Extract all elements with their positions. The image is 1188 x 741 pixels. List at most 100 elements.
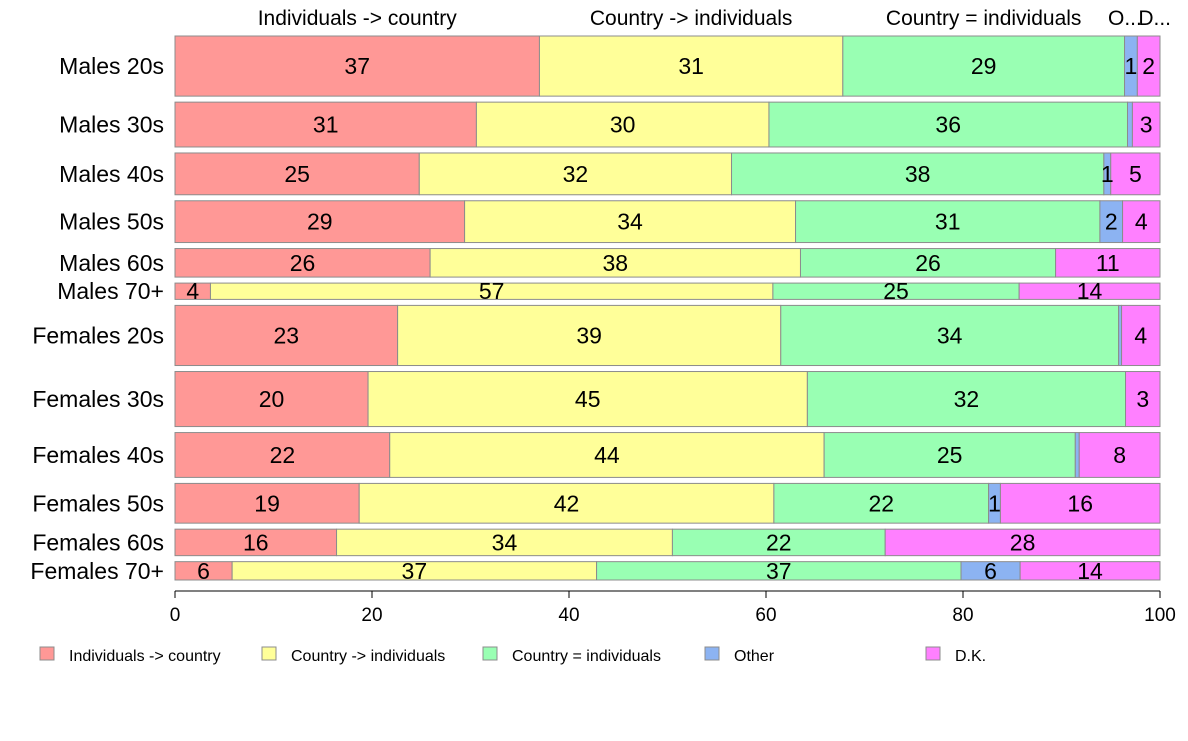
- bar-segment: [174, 248, 431, 278]
- bar-segment: [1019, 561, 1161, 581]
- bar-segment: [1126, 101, 1133, 148]
- data-label: 28: [1010, 529, 1036, 555]
- category-label: Males 50s: [59, 209, 164, 235]
- category-label: Males 20s: [59, 53, 164, 79]
- legend-swatch: [39, 646, 55, 661]
- x-tick-label: 60: [755, 605, 776, 626]
- bar-segment: [174, 304, 399, 367]
- data-label: 36: [935, 112, 961, 138]
- data-label: 25: [883, 278, 909, 304]
- column-label: D...: [1138, 7, 1171, 30]
- legend-label: Country = individuals: [512, 648, 661, 665]
- bar-segment: [823, 432, 1076, 478]
- bar-segment: [174, 152, 420, 196]
- data-label: 37: [766, 558, 792, 584]
- bar-segment: [768, 101, 1128, 148]
- data-label: 5: [1129, 161, 1142, 187]
- data-label: 6: [984, 558, 997, 584]
- bar-segment: [174, 35, 540, 97]
- x-axis: 0 20 40 60 80 100: [170, 590, 1176, 626]
- data-label: 4: [1134, 322, 1147, 348]
- data-label: 3: [1140, 112, 1153, 138]
- data-label: 38: [602, 250, 628, 276]
- bar-row: 22 44 25 8 Females 40s: [32, 432, 1161, 478]
- data-label: 16: [243, 529, 269, 555]
- bar-segment: [397, 304, 782, 367]
- bar-segment: [174, 528, 338, 557]
- bar-segment: [1122, 200, 1161, 244]
- data-label: 8: [1113, 442, 1126, 468]
- data-label: 23: [274, 322, 300, 348]
- data-label: 31: [935, 209, 961, 235]
- bar-segment: [389, 432, 825, 478]
- legend-swatch: [704, 646, 720, 661]
- bar-segment: [731, 152, 1105, 196]
- category-label: Females 70+: [30, 558, 164, 584]
- bar-segment: [464, 200, 797, 244]
- data-label: 14: [1077, 278, 1103, 304]
- data-label: 26: [915, 250, 941, 276]
- bar-row: 26 38 26 11 Males 60s: [59, 248, 1161, 278]
- data-label: 14: [1077, 558, 1103, 584]
- bar-segment: [1078, 432, 1161, 478]
- category-label: Females 30s: [32, 386, 164, 412]
- bar-segment: [418, 152, 733, 196]
- bar-segment: [884, 528, 1161, 557]
- data-label: 30: [610, 112, 636, 138]
- data-label: 57: [479, 278, 505, 304]
- x-tick-label: 80: [952, 605, 973, 626]
- bar-segment: [795, 200, 1101, 244]
- bar-segment: [174, 432, 391, 478]
- data-label: 31: [678, 53, 704, 79]
- category-label: Males 40s: [59, 161, 164, 187]
- bar-segment: [358, 482, 775, 524]
- data-label: 19: [254, 490, 280, 516]
- bar-segment: [1055, 248, 1161, 278]
- x-tick-label: 0: [170, 605, 181, 626]
- bar-row: 16 34 22 28 Females 60s: [32, 528, 1161, 557]
- bar-segment: [174, 371, 369, 428]
- legend-item: Country -> individuals: [261, 646, 445, 665]
- legend-label: Country -> individuals: [291, 648, 445, 665]
- data-label: 11: [1096, 250, 1120, 276]
- bar-segment: [174, 200, 466, 244]
- legend-label: Individuals -> country: [69, 648, 221, 665]
- data-label: 32: [954, 386, 980, 412]
- category-label: Females 60s: [32, 529, 164, 555]
- bar-segment: [806, 371, 1127, 428]
- data-label: 31: [313, 112, 339, 138]
- bar-row: 29 34 31 2 4 Males 50s: [59, 200, 1161, 244]
- bar-row: 20 45 32 3 Females 30s: [32, 371, 1161, 428]
- bar-row: 6 37 37 6 14 Females 70+: [30, 558, 1161, 584]
- bar-segment: [1074, 432, 1080, 478]
- bar-segment: [174, 482, 360, 524]
- legend-label: D.K.: [955, 648, 986, 665]
- data-label: 16: [1067, 490, 1093, 516]
- data-label: 32: [563, 161, 589, 187]
- category-label: Males 60s: [59, 250, 164, 276]
- bar-row: 23 39 34 4 Females 20s: [32, 304, 1161, 367]
- bar-row: 31 30 36 3 Males 30s: [59, 101, 1161, 148]
- legend: Individuals -> country Country -> individ…: [39, 646, 986, 665]
- legend-item: Other: [704, 646, 775, 665]
- x-tick-label: 20: [361, 605, 382, 626]
- data-label: 34: [617, 209, 643, 235]
- bar-segment: [1131, 101, 1161, 148]
- data-label: 42: [554, 490, 580, 516]
- data-label: 1: [1125, 53, 1138, 79]
- bar-segment: [799, 248, 1057, 278]
- data-label: 22: [766, 529, 792, 555]
- legend-label: Other: [734, 648, 775, 665]
- bar-row: 4 57 25 14 Males 70+: [57, 278, 1161, 304]
- data-label: 3: [1136, 386, 1149, 412]
- category-label: Females 20s: [32, 322, 164, 348]
- data-label: 2: [1105, 209, 1118, 235]
- data-label: 6: [197, 558, 210, 584]
- legend-swatch: [261, 646, 277, 661]
- column-label: Country = individuals: [886, 7, 1082, 30]
- data-label: 22: [270, 442, 296, 468]
- data-label: 1: [1101, 161, 1114, 187]
- bar-segment: [1018, 282, 1161, 300]
